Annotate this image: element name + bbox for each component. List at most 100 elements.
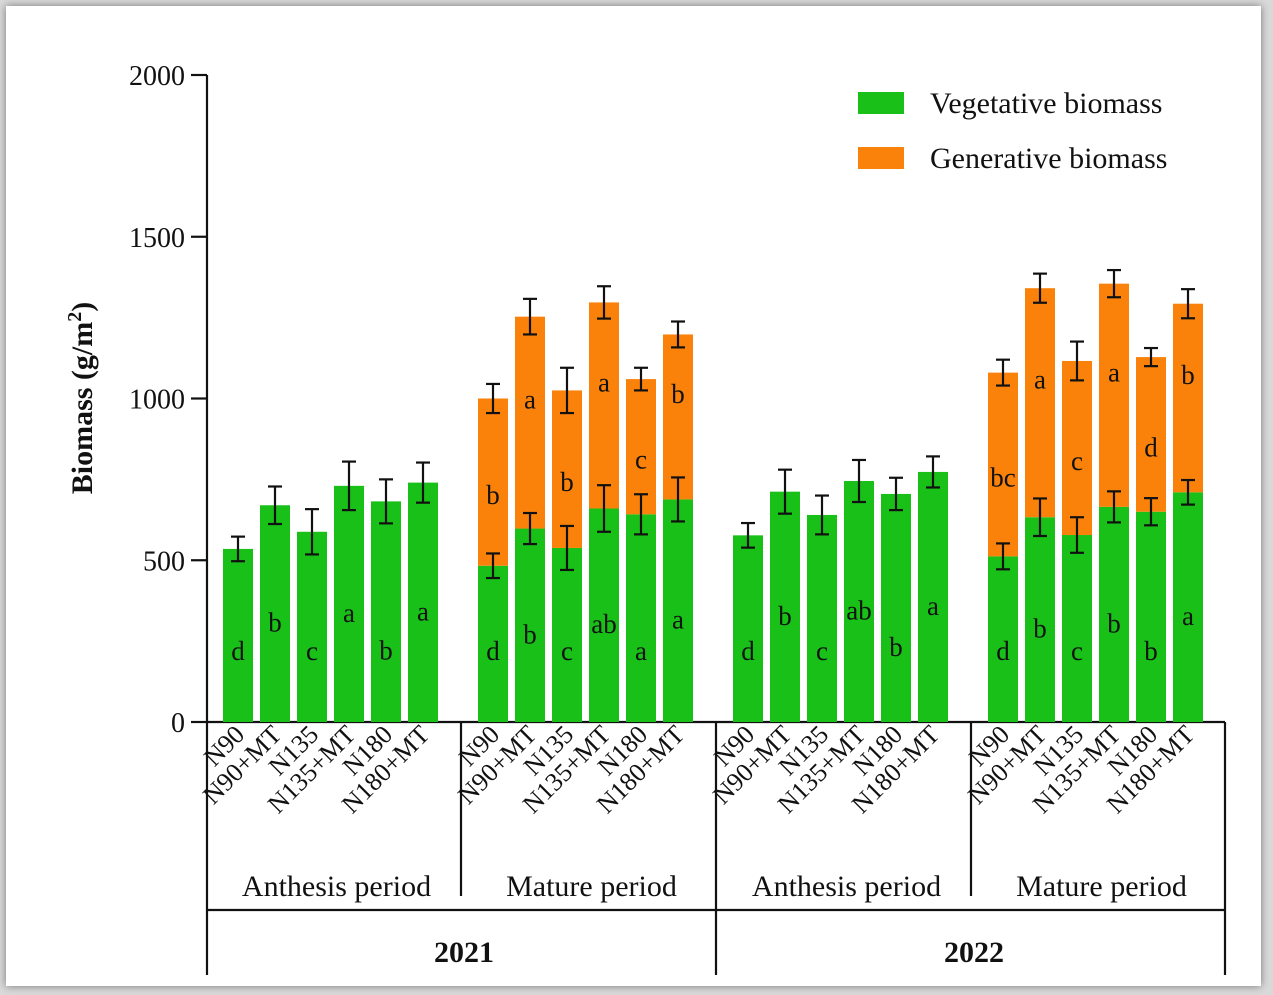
sig-letter-vegetative: b: [1033, 614, 1047, 644]
year-label: 2022: [944, 936, 1004, 969]
bar-vegetative: [918, 471, 948, 722]
sig-letter-vegetative: a: [417, 596, 429, 626]
bar-vegetative: [988, 556, 1018, 722]
sig-letter-generative: b: [560, 467, 574, 497]
bar-vegetative: [260, 505, 290, 722]
error-bar-vegetative: [926, 455, 940, 489]
y-tick-label: 0: [171, 708, 185, 739]
error-bar-total: [634, 366, 648, 392]
bar-generative: [589, 302, 619, 509]
error-bar-total: [1181, 288, 1195, 320]
bar-generative: [626, 379, 656, 515]
error-bar-vegetative: [852, 458, 866, 504]
sig-letter-vegetative: c: [306, 636, 318, 666]
period-label: Mature period: [506, 870, 677, 903]
sig-letter-vegetative: d: [996, 636, 1010, 666]
error-bar-vegetative: [996, 542, 1010, 571]
bar-vegetative: [626, 514, 656, 722]
bar-vegetative: [1062, 535, 1092, 722]
error-bar-vegetative: [560, 524, 574, 572]
legend-label-vegetative: Vegetative biomass: [930, 87, 1162, 120]
error-bar-vegetative: [1033, 497, 1047, 538]
error-bar-vegetative: [597, 484, 611, 533]
sig-letter-generative: a: [524, 385, 536, 415]
bar-vegetative: [807, 514, 837, 722]
error-bar-vegetative: [523, 511, 537, 546]
sig-letter-generative: c: [635, 445, 647, 475]
bar-generative: [988, 372, 1018, 557]
year-label: 2021: [434, 936, 494, 969]
error-bar-total: [1033, 272, 1047, 304]
bar-generative: [1025, 288, 1055, 518]
y-tick-label: 500: [143, 546, 185, 577]
sig-letter-vegetative: a: [635, 636, 647, 666]
bar-vegetative: [1136, 511, 1166, 722]
sig-letter-vegetative: b: [778, 601, 792, 631]
y-tick-label: 1000: [129, 385, 185, 416]
bar-vegetative: [408, 482, 438, 722]
sig-letter-vegetative: b: [268, 608, 282, 638]
bar-vegetative: [1025, 517, 1055, 722]
error-bar-total: [486, 382, 500, 415]
error-bar-vegetative: [268, 485, 282, 526]
error-bar-vegetative: [889, 476, 903, 512]
sig-letter-vegetative: c: [561, 636, 573, 666]
sig-letter-generative: d: [1144, 432, 1158, 462]
sig-letter-vegetative: a: [672, 605, 684, 635]
error-bar-vegetative: [741, 521, 755, 549]
error-bar-vegetative: [342, 460, 356, 512]
error-bar-total: [597, 285, 611, 320]
period-label: Anthesis period: [242, 870, 431, 903]
sig-letter-vegetative: a: [927, 591, 939, 621]
bar-vegetative: [297, 531, 327, 722]
error-bar-vegetative: [778, 468, 792, 515]
error-bar-vegetative: [305, 508, 319, 556]
error-bar-vegetative: [1107, 490, 1121, 524]
bar-vegetative: [881, 493, 911, 722]
y-tick-label: 2000: [129, 61, 185, 92]
bar-generative: [1173, 303, 1203, 493]
bar-vegetative: [589, 508, 619, 722]
sig-letter-generative: bc: [990, 462, 1016, 492]
bar-vegetative: [223, 548, 253, 722]
error-bar-total: [996, 358, 1010, 387]
bar-vegetative: [552, 547, 582, 722]
period-label: Anthesis period: [752, 870, 941, 903]
bar-vegetative: [770, 491, 800, 722]
sig-letter-vegetative: d: [486, 636, 500, 666]
sig-letter-vegetative: b: [889, 632, 903, 662]
error-bar-total: [523, 297, 537, 336]
legend: Vegetative biomass Generative biomass: [858, 87, 1167, 175]
sig-letter-vegetative: d: [741, 636, 755, 666]
error-bar-vegetative: [671, 476, 685, 523]
bar-generative: [1062, 360, 1092, 536]
bar-vegetative: [334, 485, 364, 722]
sig-letter-vegetative: b: [379, 636, 393, 666]
sig-letter-generative: a: [1108, 357, 1120, 387]
legend-swatch-vegetative: [858, 92, 904, 114]
bar-vegetative: [733, 535, 763, 722]
error-bar-total: [671, 320, 685, 349]
error-bar-vegetative: [815, 494, 829, 536]
bar-vegetative: [515, 528, 545, 722]
plot-area: 0500100015002000dbcabaN90N90+MTN135N135+…: [129, 61, 1227, 975]
error-bar-total: [560, 366, 574, 415]
sig-letter-vegetative: b: [1144, 636, 1158, 666]
sig-letter-vegetative: c: [1071, 636, 1083, 666]
bar-generative: [515, 316, 545, 529]
bar-vegetative: [478, 565, 508, 722]
sig-letter-vegetative: b: [1107, 608, 1121, 638]
bar-generative: [1099, 283, 1129, 507]
sig-letter-vegetative: a: [1182, 601, 1194, 631]
bar-generative: [552, 390, 582, 548]
y-axis-label: Biomass (g/m2): [64, 302, 99, 495]
error-bar-vegetative: [416, 461, 430, 504]
y-tick-label: 1500: [129, 223, 185, 254]
sig-letter-vegetative: d: [231, 636, 245, 666]
bar-vegetative: [1173, 492, 1203, 722]
sig-letter-vegetative: a: [343, 598, 355, 628]
error-bar-vegetative: [1070, 516, 1084, 554]
legend-swatch-generative: [858, 147, 904, 169]
sig-letter-vegetative: ab: [591, 609, 616, 639]
bar-vegetative: [371, 501, 401, 722]
